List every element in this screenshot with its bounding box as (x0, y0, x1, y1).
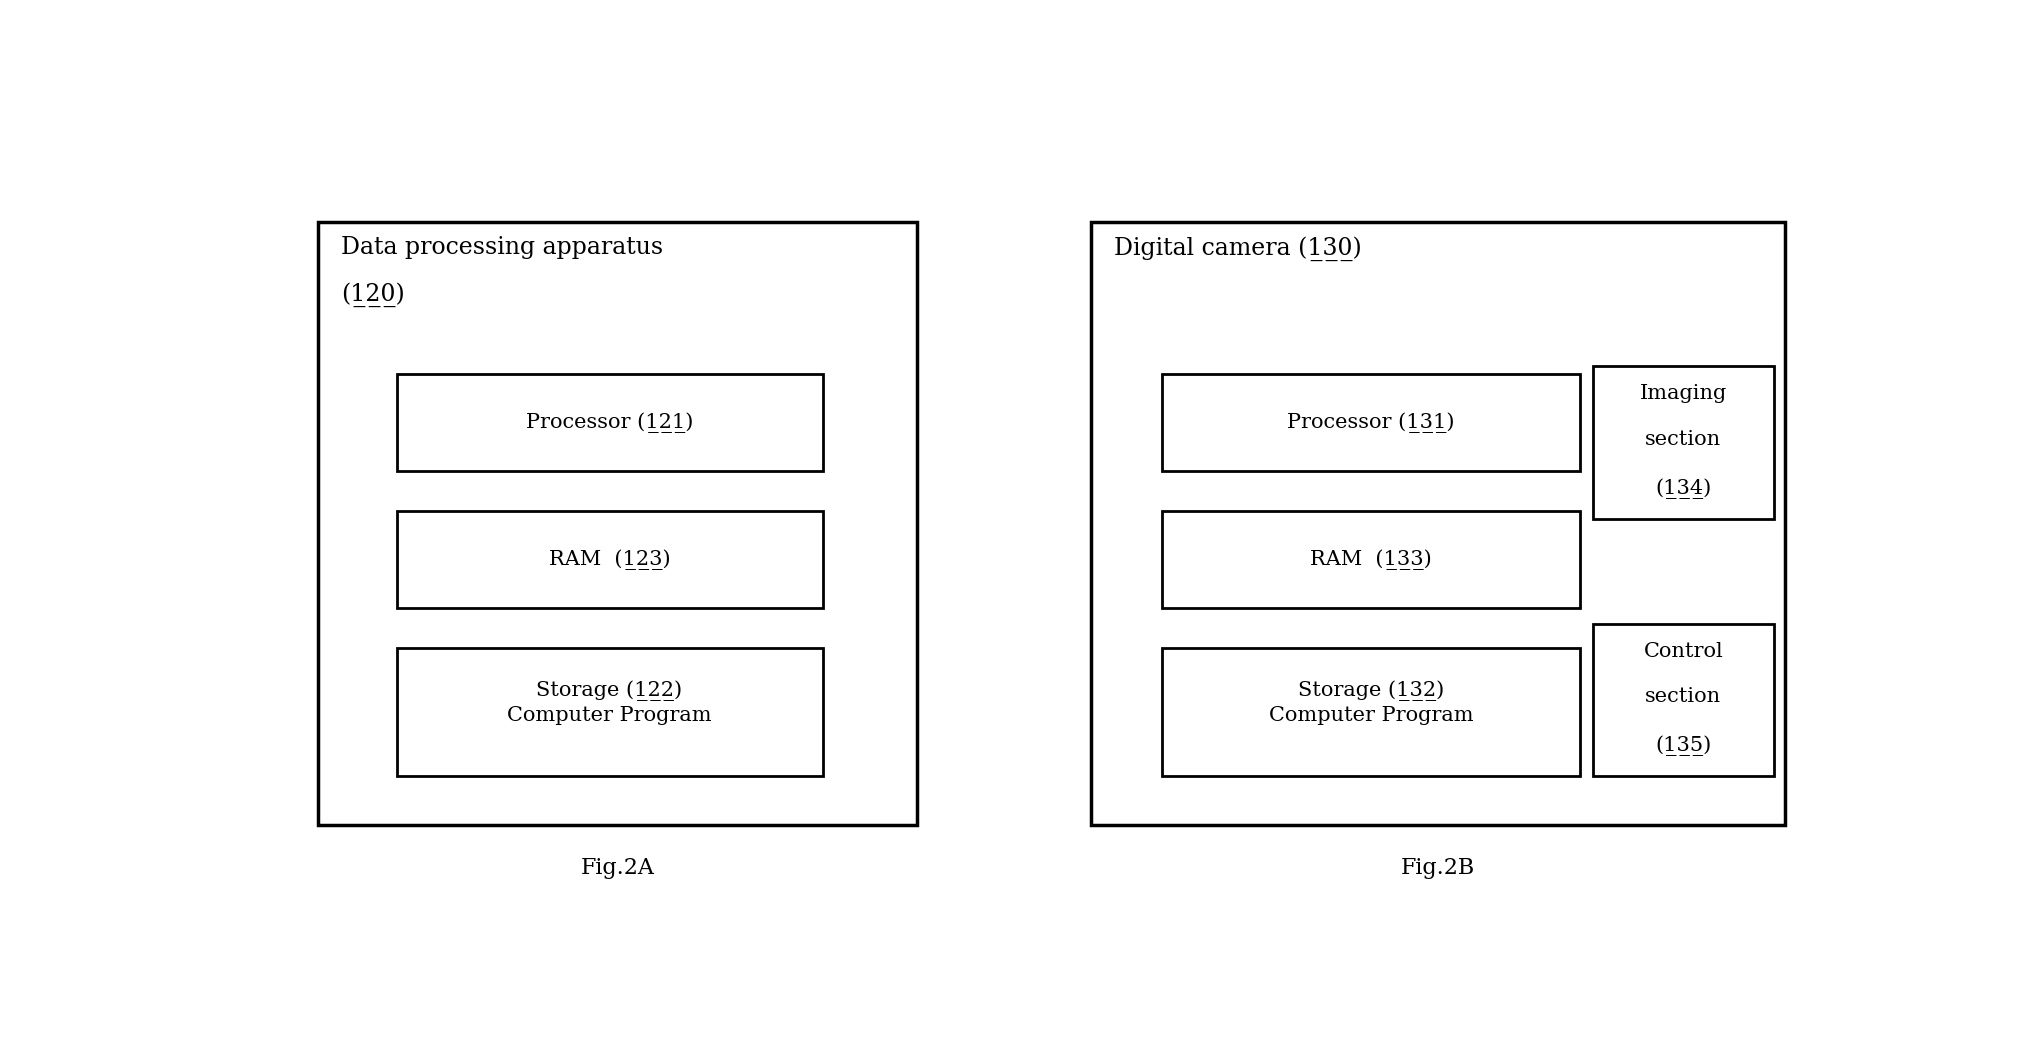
Text: section: section (1645, 430, 1720, 449)
FancyBboxPatch shape (1163, 647, 1580, 777)
FancyBboxPatch shape (397, 375, 823, 471)
FancyBboxPatch shape (397, 647, 823, 777)
Text: RAM  (1̲3̲3̲): RAM (1̲3̲3̲) (1309, 549, 1431, 570)
Text: (1̲2̲0̲): (1̲2̲0̲) (342, 282, 405, 307)
Text: Storage (1̲2̲2̲): Storage (1̲2̲2̲) (535, 680, 682, 701)
Text: Processor (1̲3̲1̲): Processor (1̲3̲1̲) (1287, 412, 1454, 433)
FancyBboxPatch shape (1592, 366, 1773, 519)
FancyBboxPatch shape (1091, 221, 1786, 825)
Text: Fig.2A: Fig.2A (580, 857, 654, 879)
Text: Storage (1̲3̲2̲): Storage (1̲3̲2̲) (1297, 680, 1444, 701)
Text: Computer Program: Computer Program (507, 707, 713, 726)
Text: Processor (1̲2̲1̲): Processor (1̲2̲1̲) (525, 412, 692, 433)
FancyBboxPatch shape (397, 512, 823, 608)
FancyBboxPatch shape (1592, 623, 1773, 777)
Text: Control: Control (1643, 642, 1722, 661)
Text: (1̲3̲4̲): (1̲3̲4̲) (1655, 478, 1712, 499)
Text: Imaging: Imaging (1639, 384, 1727, 403)
Text: Computer Program: Computer Program (1268, 707, 1474, 726)
FancyBboxPatch shape (1163, 512, 1580, 608)
Text: (1̲3̲5̲): (1̲3̲5̲) (1655, 736, 1712, 756)
Text: RAM  (1̲2̲3̲): RAM (1̲2̲3̲) (550, 549, 670, 570)
Text: section: section (1645, 688, 1720, 707)
Text: Data processing apparatus: Data processing apparatus (342, 236, 664, 259)
FancyBboxPatch shape (318, 221, 916, 825)
FancyBboxPatch shape (1163, 375, 1580, 471)
Text: Fig.2B: Fig.2B (1401, 857, 1474, 879)
Text: Digital camera (1̲3̲0̲): Digital camera (1̲3̲0̲) (1114, 236, 1362, 261)
